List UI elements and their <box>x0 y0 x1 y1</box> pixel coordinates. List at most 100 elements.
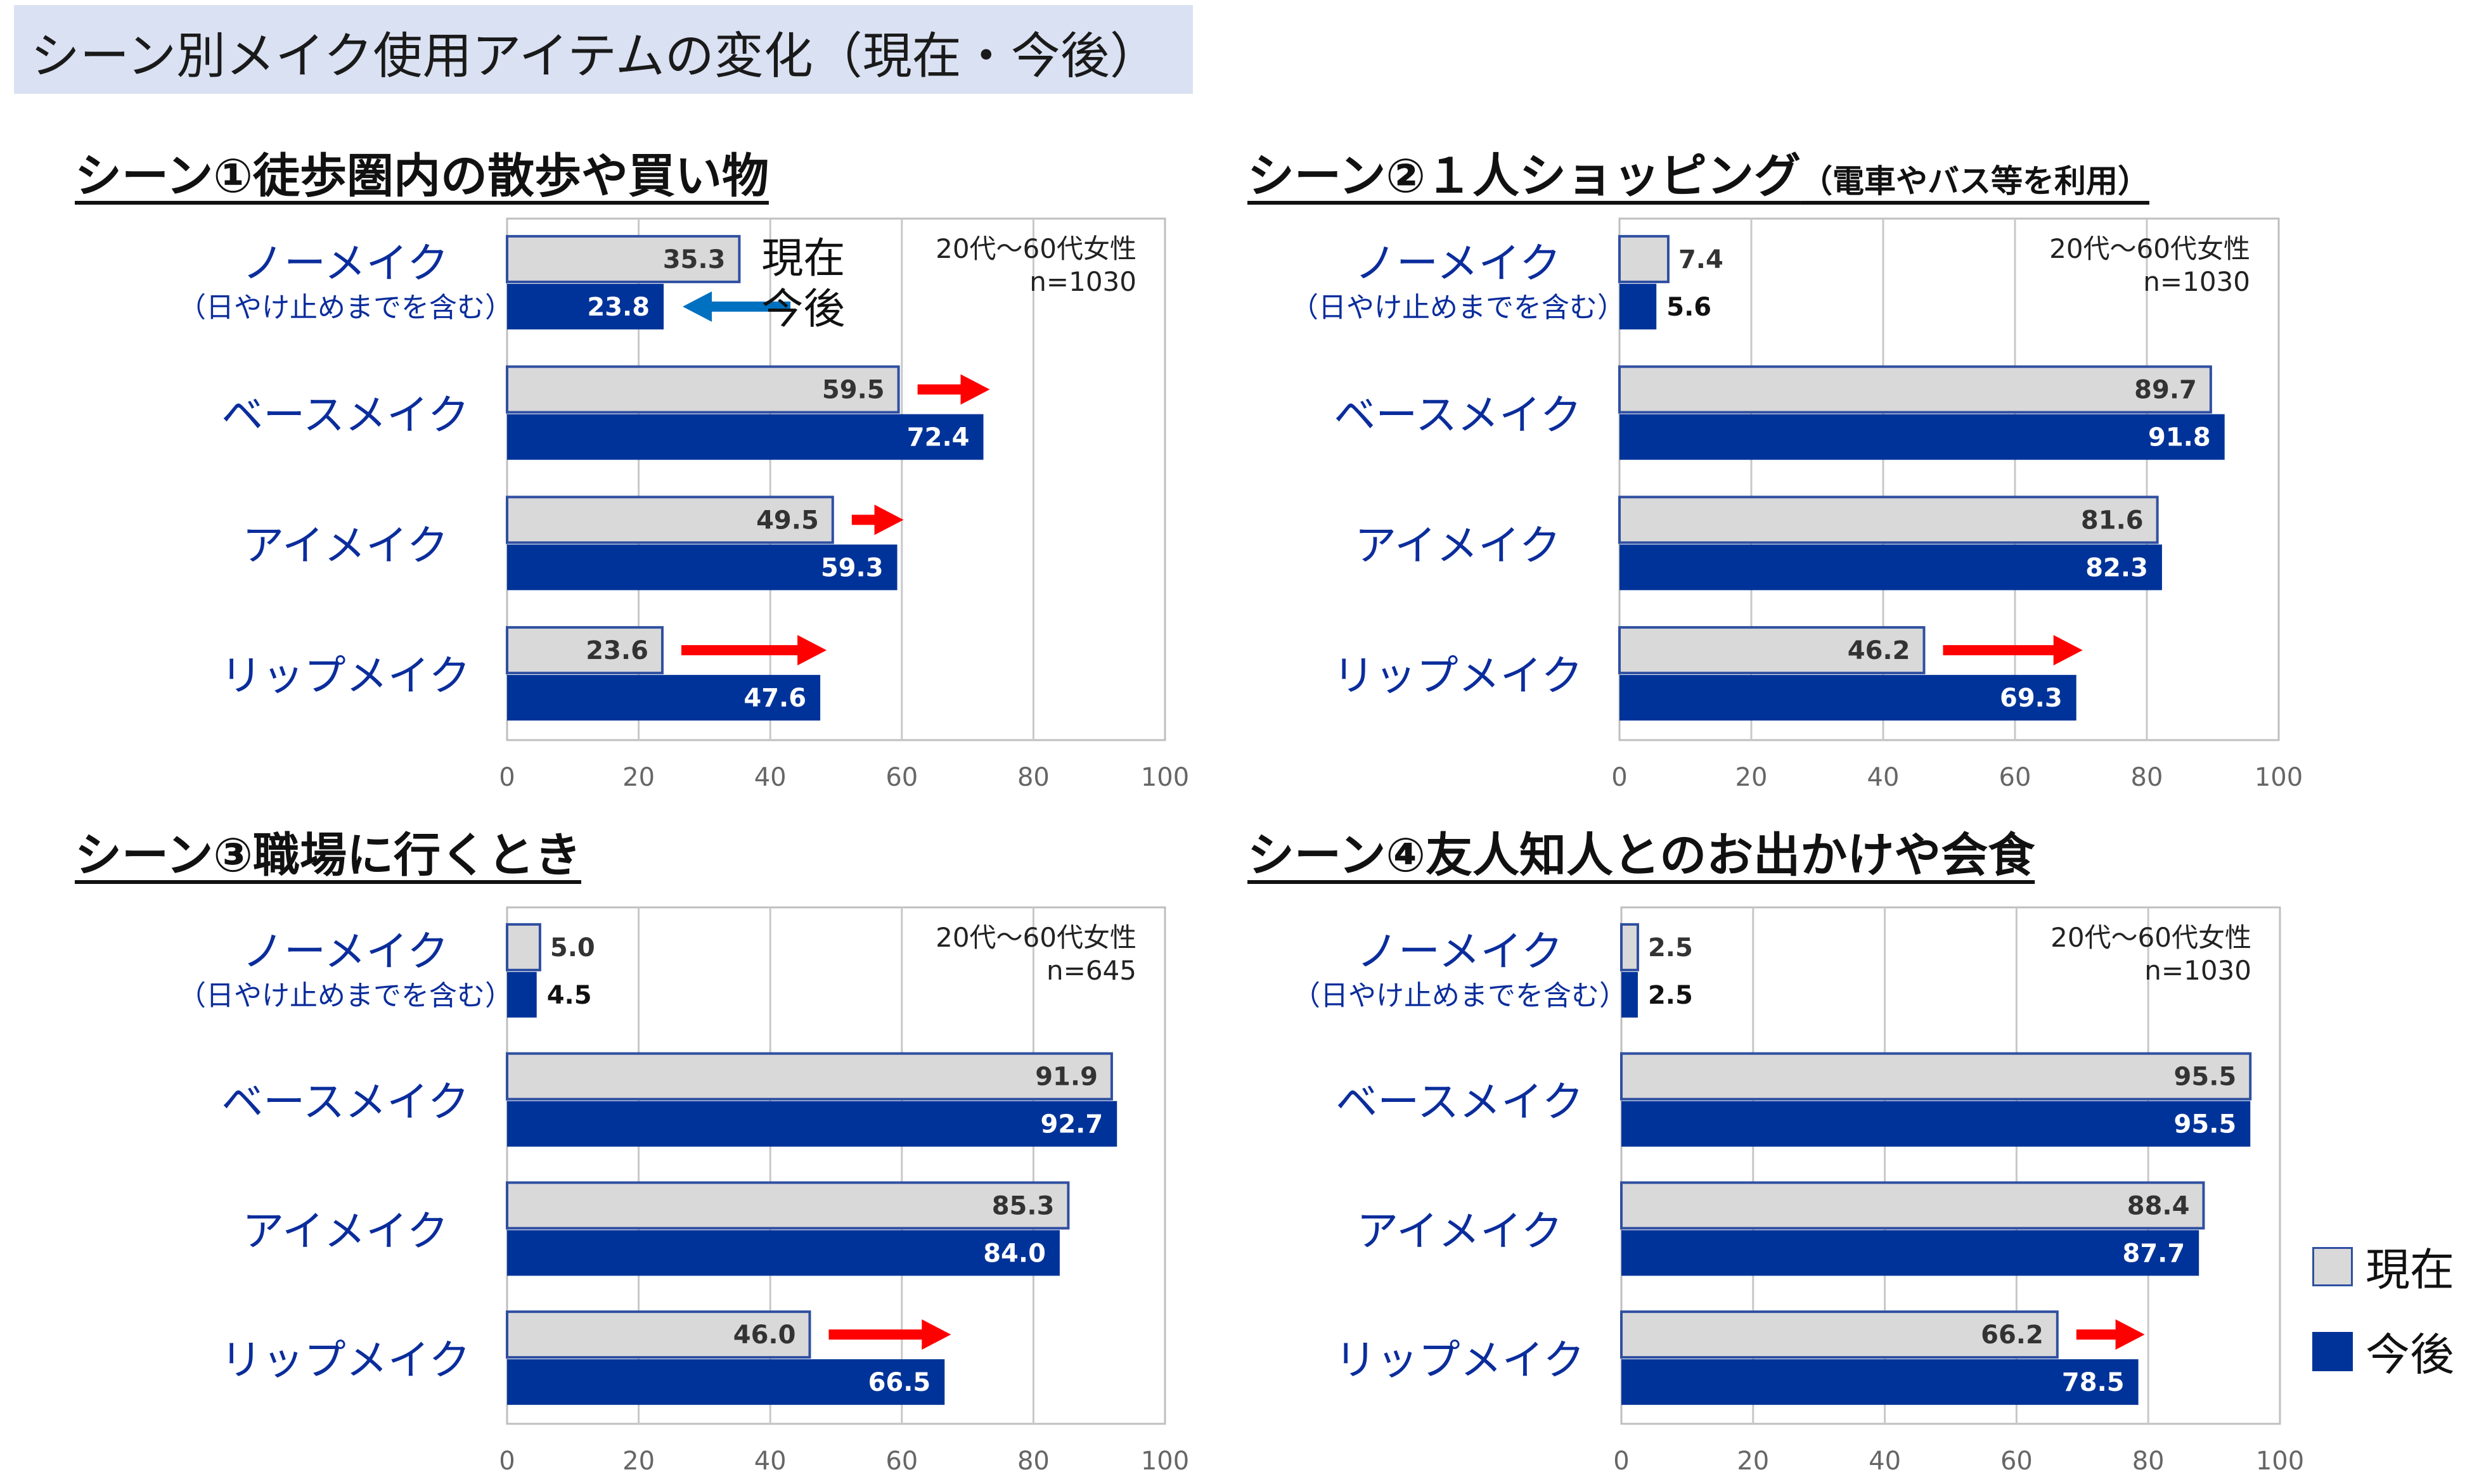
bar-current <box>1618 365 2212 414</box>
category-sublabel: （日やけ止めまでを含む） <box>178 291 513 324</box>
bar-future <box>1621 1101 2251 1147</box>
data-label-current: 66.2 <box>1981 1321 2044 1350</box>
sample-size: n=645 <box>1046 955 1136 986</box>
x-tick-label: 60 <box>885 763 918 792</box>
x-tick-label: 20 <box>622 763 655 792</box>
legend-future: 今後 <box>2312 1319 2454 1383</box>
bar-current <box>506 234 741 283</box>
plot-frame <box>1620 906 2281 1425</box>
data-label-current: 89.7 <box>2134 376 2197 405</box>
bar-current <box>1620 1052 2252 1101</box>
bar-current <box>506 1181 1070 1230</box>
bar-future <box>507 1359 945 1405</box>
x-tick-label: 80 <box>2132 1447 2165 1476</box>
bar-current <box>506 365 900 414</box>
bar-future <box>1621 1359 2139 1405</box>
category-label: ベースメイク <box>1336 1078 1583 1127</box>
data-label-current: 85.3 <box>992 1191 1055 1220</box>
change-arrow-up <box>2076 1319 2145 1350</box>
data-label-future: 4.5 <box>547 981 592 1010</box>
bar-future <box>507 675 821 721</box>
data-label-future: 82.3 <box>2085 553 2148 582</box>
panel-title-3-text: シーン③職場に行くとき <box>75 828 581 883</box>
legend-future-label: 今後 <box>2366 1329 2454 1381</box>
data-label-future: 72.4 <box>907 423 970 452</box>
category-label: リップメイク <box>221 1336 471 1385</box>
plot-frame <box>506 217 1166 741</box>
x-tick-label: 0 <box>1611 763 1627 792</box>
category-sublabel: （日やけ止めまでを含む） <box>1291 291 1625 324</box>
x-tick-label: 80 <box>2131 763 2163 792</box>
legend-future-swatch <box>2312 1331 2353 1371</box>
category-label: アイメイク <box>1355 521 1561 570</box>
sample-note: 20代～60代女性 <box>2049 233 2250 264</box>
plot-frame <box>1618 217 2280 741</box>
legend-current-label: 現在 <box>2366 1244 2454 1296</box>
bar-future <box>1619 675 2076 721</box>
change-arrow-up <box>828 1319 951 1350</box>
bar-future <box>507 971 537 1018</box>
panel-title-2: シーン②１人ショッピング（電車やバス等を利用） <box>1247 138 2149 206</box>
header-banner <box>14 5 1193 94</box>
inline-legend-current: 現在 <box>761 234 845 283</box>
panel-title-4: シーン④友人知人とのお出かけや会食 <box>1247 817 2035 885</box>
panel-title-2-text: シーン②１人ショッピング <box>1247 149 1801 203</box>
bar-current <box>506 1052 1113 1101</box>
data-label-current: 2.5 <box>1648 933 1693 963</box>
x-tick-label: 100 <box>1141 763 1189 792</box>
x-tick-label: 20 <box>622 1447 655 1476</box>
bar-future <box>507 1101 1117 1147</box>
data-label-future: 84.0 <box>983 1239 1046 1268</box>
change-arrow-up <box>681 635 827 666</box>
panel-title-4-text: シーン④友人知人とのお出かけや会食 <box>1247 828 2035 883</box>
x-tick-label: 40 <box>1869 1447 1901 1476</box>
x-tick-label: 80 <box>1017 763 1050 792</box>
data-label-future: 95.5 <box>2174 1110 2237 1139</box>
data-label-future: 47.6 <box>744 684 806 713</box>
category-label: リップメイク <box>1335 1336 1585 1385</box>
panel-title-1-text: シーン①徒歩圏内の散歩や買い物 <box>75 149 769 203</box>
x-tick-label: 0 <box>499 1447 515 1476</box>
x-tick-label: 40 <box>1867 763 1900 792</box>
legend-current-swatch <box>2312 1246 2353 1286</box>
data-label-current: 46.2 <box>1848 636 1910 665</box>
x-tick-label: 20 <box>1735 763 1768 792</box>
change-arrow-up <box>917 374 990 405</box>
bar-future <box>1619 414 2225 460</box>
data-label-future: 92.7 <box>1041 1110 1104 1139</box>
bar-current <box>506 626 664 675</box>
data-label-future: 91.8 <box>2148 423 2211 452</box>
data-label-current: 49.5 <box>756 506 819 535</box>
category-label: ノーメイク <box>1356 927 1563 976</box>
change-arrow-up <box>1943 635 2083 666</box>
data-label-current: 59.5 <box>822 376 885 405</box>
x-tick-label: 60 <box>885 1447 918 1476</box>
x-tick-label: 20 <box>1737 1447 1769 1476</box>
bar-current <box>1620 1310 2059 1359</box>
category-label: アイメイク <box>1356 1206 1562 1255</box>
bar-future <box>1619 283 1657 329</box>
inline-legend-future: 今後 <box>761 285 845 333</box>
bar-current <box>1620 1181 2205 1230</box>
category-label: ベースメイク <box>221 1078 469 1127</box>
data-label-future: 23.8 <box>587 293 650 322</box>
bar-current <box>506 923 541 971</box>
bar-current <box>1620 923 1639 971</box>
x-tick-label: 0 <box>1613 1447 1629 1476</box>
sample-size: n=1030 <box>2143 266 2250 297</box>
data-label-current: 91.9 <box>1035 1063 1098 1092</box>
x-tick-label: 100 <box>2255 763 2303 792</box>
data-label-future: 78.5 <box>2062 1368 2125 1397</box>
bar-future <box>1619 544 2162 591</box>
category-label: アイメイク <box>242 1206 448 1255</box>
bar-future <box>507 283 664 329</box>
bar-future <box>507 544 898 591</box>
category-label: リップメイク <box>221 651 471 700</box>
data-label-current: 7.4 <box>1678 245 1723 274</box>
data-label-future: 66.5 <box>868 1368 931 1397</box>
bar-current <box>506 1310 811 1359</box>
panel-title-3: シーン③職場に行くとき <box>75 817 581 885</box>
